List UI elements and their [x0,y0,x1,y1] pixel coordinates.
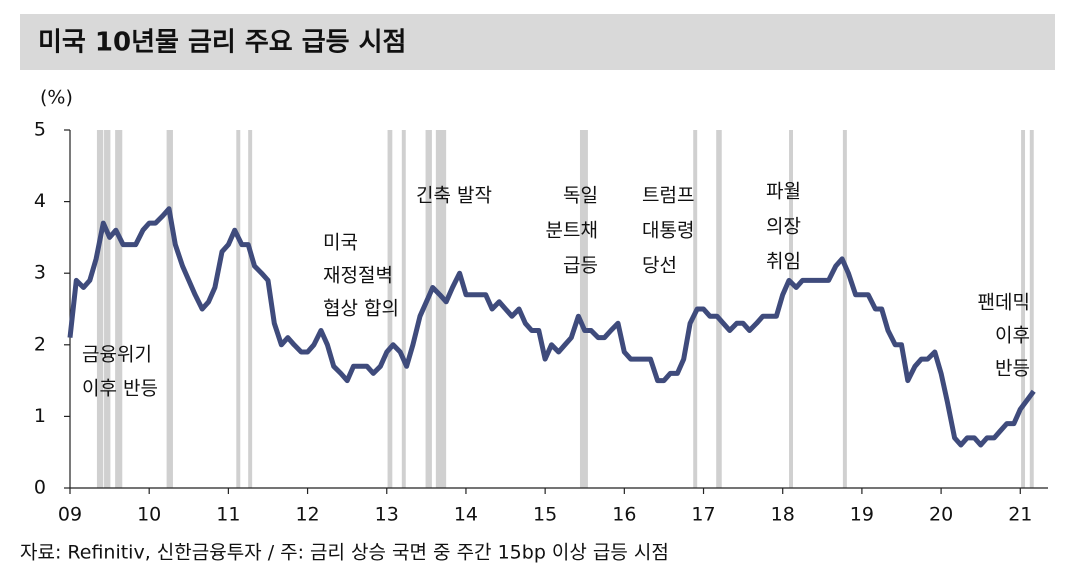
highlight-period [579,130,588,488]
x-tick-label: 12 [295,504,319,526]
chart-title: 미국 10년물 금리 주요 급등 시점 [38,28,406,58]
annotation: 반등 [995,358,1030,380]
x-tick-label: 14 [454,504,478,526]
highlight-period [789,130,794,488]
highlight-period [425,130,432,488]
data-line [67,206,1036,448]
annotation: 금융위기 [82,344,152,366]
x-tick-label: 20 [929,504,953,526]
highlight-period [1021,130,1026,488]
highlight-period [387,130,393,488]
title-bar [20,14,1055,70]
annotation: 팬데믹 [978,292,1030,314]
annotation: 미국 [323,232,358,254]
y-tick-label: 2 [34,333,46,355]
x-tick-label: 11 [216,504,240,526]
y-tick-label: 1 [34,405,46,427]
y-tick-label: 3 [34,262,46,284]
annotation: 취임 [766,251,801,273]
y-unit: (%) [40,87,73,109]
annotation: 이후 [995,325,1030,347]
annotation: 긴축 발작 [416,185,492,207]
source-note: 자료: Refinitiv, 신한금융투자 / 주: 금리 상승 국면 중 주간… [20,542,669,564]
x-tick-label: 09 [58,504,82,526]
x-tick-label: 10 [137,504,161,526]
y-tick-label: 0 [34,477,46,499]
y-tick-label: 5 [34,119,46,141]
annotation: 당선 [642,255,677,277]
annotation: 의장 [766,216,801,238]
highlight-period [435,130,447,488]
annotation: 재정절벽 [323,265,393,287]
annotation: 트럼프 [642,185,694,207]
highlight-period [115,130,123,488]
y-tick-label: 4 [34,190,46,212]
x-tick-label: 19 [850,504,874,526]
x-tick-label: 16 [612,504,636,526]
x-tick-label: 13 [375,504,399,526]
annotation: 이후 반등 [82,378,158,400]
highlight-period [1029,130,1034,488]
annotation: 급등 [563,255,598,277]
highlight-period [248,130,253,488]
highlight-period [236,130,241,488]
highlight-period [716,130,722,488]
highlight-period [166,130,173,488]
highlight-period [96,130,104,488]
highlight-period [842,130,847,488]
highlight-period [401,130,406,488]
annotation: 대통령 [642,220,694,242]
x-tick-label: 15 [533,504,557,526]
x-tick-label: 18 [771,504,795,526]
annotation: 독일 [563,185,598,207]
x-tick-label: 21 [1008,504,1032,526]
highlight-period [104,130,111,488]
annotation: 협상 합의 [323,298,399,320]
x-tick-label: 17 [691,504,715,526]
annotation: 파월 [766,181,801,203]
annotation: 분트채 [546,220,598,242]
